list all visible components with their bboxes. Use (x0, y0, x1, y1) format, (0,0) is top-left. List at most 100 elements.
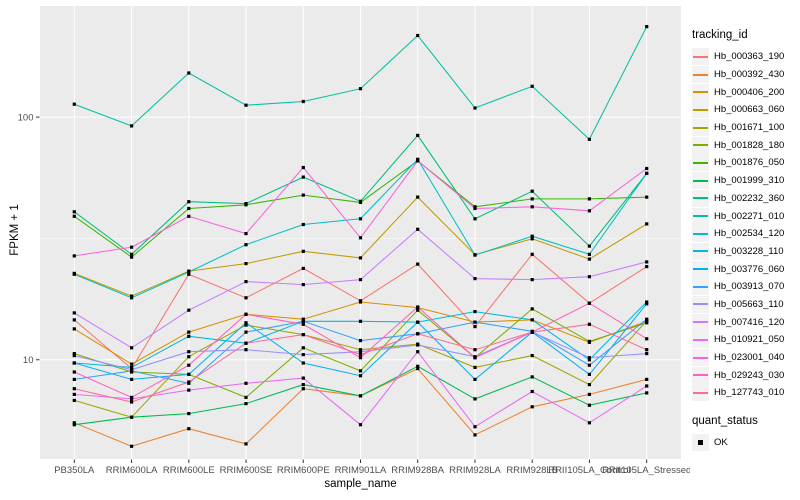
data-point (301, 266, 305, 270)
legend-item: Hb_002232_360 (690, 189, 800, 208)
legend-key-line (692, 349, 709, 367)
series-color-line-icon (693, 91, 708, 94)
data-point (244, 243, 248, 247)
plot-panel: PB350LA RRIM600LA RRIM600LE RRIM600SE RRIM60… (18, 6, 690, 476)
data-point (530, 375, 534, 379)
data-point (587, 252, 591, 256)
data-point (72, 354, 76, 358)
data-point (244, 232, 248, 236)
data-point (72, 311, 76, 315)
black-square-point-icon (698, 440, 703, 445)
legend-item: Hb_001671_100 (690, 119, 800, 137)
data-point (130, 252, 134, 256)
x-tick-label: RRIM600SE (220, 465, 273, 476)
legend-key-line (692, 313, 709, 331)
data-point (645, 377, 649, 381)
series-color-line-icon (693, 285, 708, 288)
data-point (301, 175, 305, 179)
data-point (473, 377, 477, 381)
data-point (416, 195, 420, 199)
data-point (416, 157, 420, 161)
legend-item-ok: OK (690, 434, 800, 452)
data-point (358, 353, 363, 357)
data-point (645, 302, 649, 306)
legend-item-label: Hb_002271_010 (714, 210, 785, 222)
data-point (645, 222, 649, 226)
legend-item-label: Hb_003228_110 (714, 245, 784, 257)
data-point (358, 369, 363, 373)
data-point (473, 217, 477, 221)
data-point (416, 305, 420, 309)
data-point (645, 317, 649, 321)
x-tick-label: RRIM928LB (506, 465, 558, 476)
x-tick-label: RRII105LA_Stressed (602, 465, 690, 476)
data-point (72, 102, 76, 106)
data-point (244, 103, 248, 107)
series-color-line-icon (693, 215, 708, 218)
data-point (72, 318, 76, 322)
legend-item-label: Hb_029243_030 (714, 369, 785, 381)
series-color-line-icon (693, 179, 708, 182)
data-point (645, 260, 649, 264)
x-tick-label: RRIM928LA (449, 465, 501, 476)
data-point (358, 278, 363, 282)
legend-item: Hb_003776_060 (690, 260, 800, 278)
y-tick-label: 10 (23, 355, 34, 366)
data-point (530, 354, 534, 358)
data-point (587, 301, 591, 305)
legend-item: Hb_127743_010 (690, 384, 800, 402)
data-point (187, 308, 191, 312)
x-axis-title: sample_name (324, 478, 397, 490)
legend-key-line (692, 119, 709, 137)
y-tick-label: 100 (18, 112, 34, 123)
data-point (358, 236, 363, 240)
legend-item-label: Hb_003776_060 (714, 263, 785, 275)
data-point (530, 278, 534, 282)
series-color-line-icon (693, 250, 708, 253)
data-point (72, 214, 76, 218)
data-point (587, 197, 591, 201)
data-point (587, 209, 591, 213)
x-tick-label: RRIM901LA (335, 465, 387, 476)
legend-key-line (692, 331, 709, 349)
data-point (130, 365, 134, 369)
legend-key-line (692, 242, 709, 260)
data-point (530, 205, 534, 209)
data-point (416, 332, 420, 336)
data-point (187, 388, 191, 392)
data-point (187, 380, 191, 384)
series-color-line-icon (693, 303, 708, 306)
legend-item-label: Hb_000406_200 (714, 86, 785, 98)
legend-item: Hb_000406_200 (690, 83, 800, 101)
data-point (244, 330, 248, 334)
legend-item-label: Hb_023001_040 (714, 352, 785, 364)
data-point (301, 383, 305, 387)
data-point (473, 325, 477, 329)
x-tick-label: RRIM600LA (106, 465, 158, 476)
legend-item-label: Hb_001828_180 (714, 139, 785, 151)
legend-item: Hb_000363_190 (690, 48, 800, 66)
data-point (187, 206, 191, 211)
data-point (473, 397, 477, 401)
data-point (130, 255, 134, 259)
data-point (645, 352, 649, 356)
data-point (358, 350, 363, 354)
data-point (187, 71, 191, 75)
data-point (187, 412, 191, 416)
data-point (187, 427, 191, 431)
series-color-line-icon (693, 108, 708, 111)
legend: tracking_id Hb_000363_190 Hb_000392_430 Hb… (690, 0, 800, 500)
data-point (130, 444, 134, 448)
data-point (130, 245, 134, 249)
data-point (587, 244, 591, 248)
data-point (416, 33, 420, 38)
legend-item: Hb_005663_110 (690, 295, 800, 314)
data-point (72, 361, 76, 365)
data-point (301, 387, 305, 391)
data-point (187, 330, 191, 334)
data-point (473, 106, 477, 110)
data-point (301, 249, 305, 253)
legend-title-quant-status: quant_status (692, 414, 758, 427)
legend-key-line (692, 101, 709, 119)
legend-key-line (692, 172, 709, 190)
